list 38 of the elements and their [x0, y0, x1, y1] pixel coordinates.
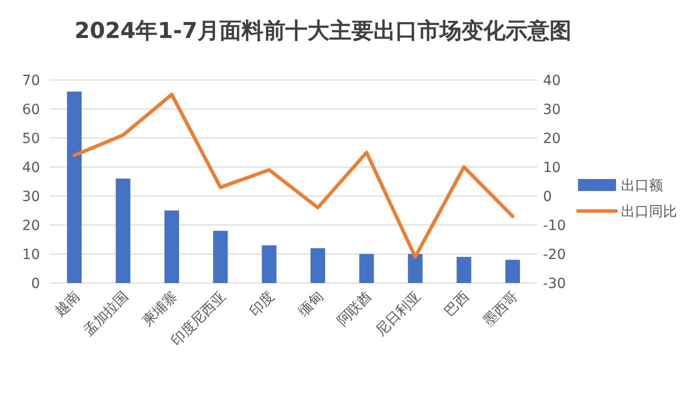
bar	[408, 254, 423, 283]
bar	[67, 92, 82, 283]
y-tick-label: 0	[31, 276, 40, 292]
y2-tick-label: 20	[543, 131, 561, 147]
y-tick-label: 60	[22, 102, 40, 118]
x-tick-label: 尼日利亚	[373, 288, 424, 340]
x-tick-label: 柬埔寨	[140, 288, 181, 330]
bar	[359, 254, 374, 283]
bar	[213, 230, 228, 283]
x-tick-label: 孟加拉国	[80, 288, 132, 340]
y2-tick-label: 40	[543, 73, 561, 89]
x-tick-label: 巴西	[442, 288, 473, 320]
y-tick-label: 30	[22, 189, 40, 205]
x-tick-label: 墨西哥	[480, 288, 522, 330]
bar	[262, 245, 276, 283]
y2-tick-label: 0	[543, 189, 552, 205]
y-tick-label: 70	[22, 73, 40, 89]
y2-tick-label: -20	[543, 247, 566, 263]
x-tick-label: 越南	[52, 288, 84, 320]
bar	[456, 256, 472, 283]
x-tick-label: 阿联酋	[334, 288, 376, 330]
bar	[310, 248, 326, 283]
y-tick-label: 10	[22, 247, 40, 263]
y-tick-label: 50	[22, 131, 40, 147]
x-tick-label: 印度	[246, 288, 278, 320]
bar	[116, 178, 130, 283]
bar	[164, 210, 180, 283]
chart-title: 2024年1-7月面料前十大主要出口市场变化示意图	[74, 18, 572, 44]
y-tick-label: 40	[22, 160, 40, 176]
y2-tick-label: -30	[543, 276, 566, 292]
x-tick-label: 缅甸	[296, 288, 327, 320]
legend-label: 出口同比	[621, 204, 677, 220]
y2-tick-label: 30	[543, 102, 561, 118]
y-tick-label: 20	[22, 218, 40, 234]
legend-label: 出口额	[621, 178, 663, 194]
y2-tick-label: 10	[543, 160, 561, 176]
bar	[505, 260, 520, 283]
y2-tick-label: -10	[543, 218, 566, 234]
